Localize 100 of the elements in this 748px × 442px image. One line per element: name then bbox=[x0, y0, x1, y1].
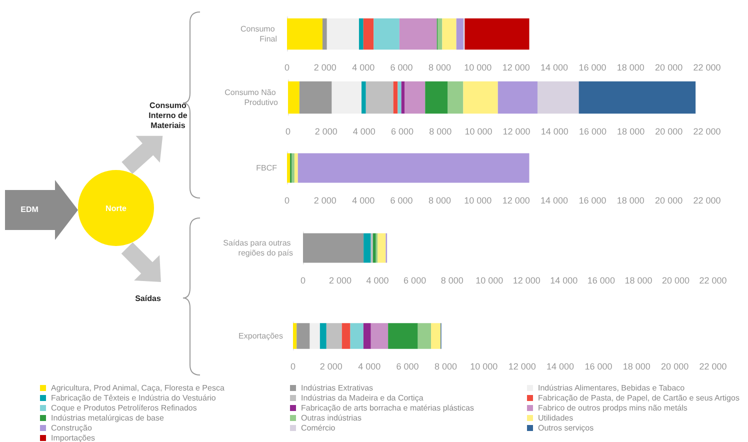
bar bbox=[456, 18, 464, 50]
x-tick-label: 0 bbox=[284, 62, 290, 72]
x-tick-label: 20 000 bbox=[662, 276, 690, 286]
x-tick-label: 18 000 bbox=[624, 276, 652, 286]
bar bbox=[442, 18, 456, 50]
text: Consumo Interno de Materiais bbox=[148, 101, 188, 131]
bar bbox=[326, 323, 342, 349]
bar bbox=[294, 153, 298, 183]
x-tick-label: 12 000 bbox=[502, 196, 530, 206]
bar bbox=[299, 81, 332, 114]
x-tick-label: 6 000 bbox=[390, 196, 413, 206]
bar bbox=[370, 323, 388, 349]
bar bbox=[448, 81, 464, 114]
legend-label: Indústrias da Madeira e da Cortiça bbox=[301, 394, 424, 402]
bar bbox=[293, 323, 297, 349]
x-tick-label: 10 000 bbox=[464, 196, 492, 206]
x-tick-label: 0 bbox=[300, 276, 306, 286]
x-tick-label: 22 000 bbox=[693, 126, 721, 136]
bar bbox=[418, 323, 432, 349]
x-tick-label: 8 000 bbox=[428, 62, 451, 72]
bar bbox=[363, 323, 371, 349]
y-tick-label: Consumo Não Produtivo bbox=[224, 88, 279, 107]
legend-label: Fabrico de outros prodps mins não metáls bbox=[538, 404, 688, 412]
x-tick-label: 14 000 bbox=[540, 62, 568, 72]
x-tick-label: 4 000 bbox=[366, 276, 389, 286]
bar bbox=[363, 18, 374, 50]
bar bbox=[464, 18, 530, 50]
x-tick-label: 6 000 bbox=[390, 62, 413, 72]
x-tick-label: 18 000 bbox=[622, 362, 650, 372]
bar bbox=[425, 81, 448, 114]
bar bbox=[431, 323, 441, 349]
text: Saídas bbox=[134, 294, 162, 304]
bar bbox=[287, 153, 290, 183]
x-tick-label: 4 000 bbox=[358, 362, 381, 372]
x-tick-label: 16 000 bbox=[578, 196, 606, 206]
bar bbox=[320, 323, 326, 349]
legend-label: Fabricação de Pasta, de Papel, de Cartão e seus Artigos bbox=[538, 394, 740, 402]
bar bbox=[398, 81, 402, 114]
legend-label: Indústrias Extrativas bbox=[301, 384, 374, 392]
x-tick-label: 14 000 bbox=[540, 196, 568, 206]
y-tick-label: Consumo Final bbox=[240, 24, 278, 44]
x-tick-label: 20 000 bbox=[655, 196, 683, 206]
x-tick-label: 22 000 bbox=[693, 196, 721, 206]
y-tick-label: Saídas para outras regiões do país bbox=[223, 238, 293, 258]
legend-label: Comércio bbox=[301, 424, 336, 432]
bar bbox=[372, 233, 376, 263]
x-tick-label: 2 000 bbox=[320, 362, 342, 372]
x-tick-label: 20 000 bbox=[655, 126, 683, 136]
x-tick-label: 0 bbox=[284, 196, 290, 206]
bar bbox=[362, 81, 366, 114]
x-tick-label: 12 000 bbox=[512, 276, 540, 286]
y-tick-label: Exportações bbox=[238, 332, 283, 340]
legend-label: Agricultura, Prod Animal, Caça, Floresta e Pesca bbox=[51, 384, 225, 392]
x-tick-label: 2 000 bbox=[314, 126, 338, 136]
x-tick-label: 4 000 bbox=[352, 62, 375, 72]
x-tick-label: 12 000 bbox=[502, 126, 530, 136]
legend-label: Indústrias metalúrgicas de base bbox=[51, 414, 164, 422]
bar bbox=[537, 81, 579, 114]
x-tick-label: 2 000 bbox=[314, 62, 336, 72]
x-tick-label: 8 000 bbox=[434, 362, 457, 372]
x-tick-label: 4 000 bbox=[352, 196, 375, 206]
x-tick-label: 10 000 bbox=[470, 362, 498, 372]
bar bbox=[388, 323, 418, 349]
legend-label: Indústrias Alimentares, Bebidas e Tabaco bbox=[538, 384, 686, 392]
y-tick-label: FBCF bbox=[256, 164, 278, 172]
bar bbox=[296, 323, 310, 349]
x-tick-label: 18 000 bbox=[617, 126, 645, 136]
x-tick-label: 10 000 bbox=[464, 62, 492, 72]
x-tick-label: 2 000 bbox=[329, 276, 352, 286]
legend-label: Utilidades bbox=[538, 414, 574, 422]
bar bbox=[310, 323, 320, 349]
x-tick-label: 22 000 bbox=[699, 276, 727, 286]
x-tick-label: 16 000 bbox=[578, 126, 606, 136]
x-tick-label: 4 000 bbox=[352, 126, 376, 136]
bar bbox=[463, 81, 498, 114]
bar bbox=[303, 233, 364, 263]
x-tick-label: 8 000 bbox=[428, 196, 451, 206]
bar bbox=[326, 18, 359, 50]
x-tick-label: 6 000 bbox=[391, 126, 414, 136]
bar bbox=[298, 153, 530, 183]
x-tick-label: 0 bbox=[285, 126, 291, 136]
x-tick-label: 6 000 bbox=[396, 362, 419, 372]
bar bbox=[366, 81, 394, 114]
x-tick-label: 12 000 bbox=[508, 362, 536, 372]
bar bbox=[364, 233, 371, 263]
x-tick-label: 14 000 bbox=[550, 276, 578, 286]
legend-label: Outros serviços bbox=[538, 424, 594, 432]
bar bbox=[358, 18, 364, 50]
bar bbox=[498, 81, 538, 114]
x-tick-label: 12 000 bbox=[502, 62, 530, 72]
bar bbox=[438, 18, 442, 50]
bar bbox=[287, 18, 323, 50]
x-tick-label: 20 000 bbox=[655, 62, 683, 72]
x-tick-label: 2 000 bbox=[314, 196, 336, 206]
x-tick-label: 22 000 bbox=[699, 362, 727, 372]
x-tick-label: 10 000 bbox=[464, 126, 492, 136]
x-tick-label: 16 000 bbox=[584, 362, 612, 372]
legend-label: Outras indústrias bbox=[301, 414, 362, 422]
bar bbox=[350, 323, 364, 349]
text: EDM bbox=[20, 205, 40, 215]
